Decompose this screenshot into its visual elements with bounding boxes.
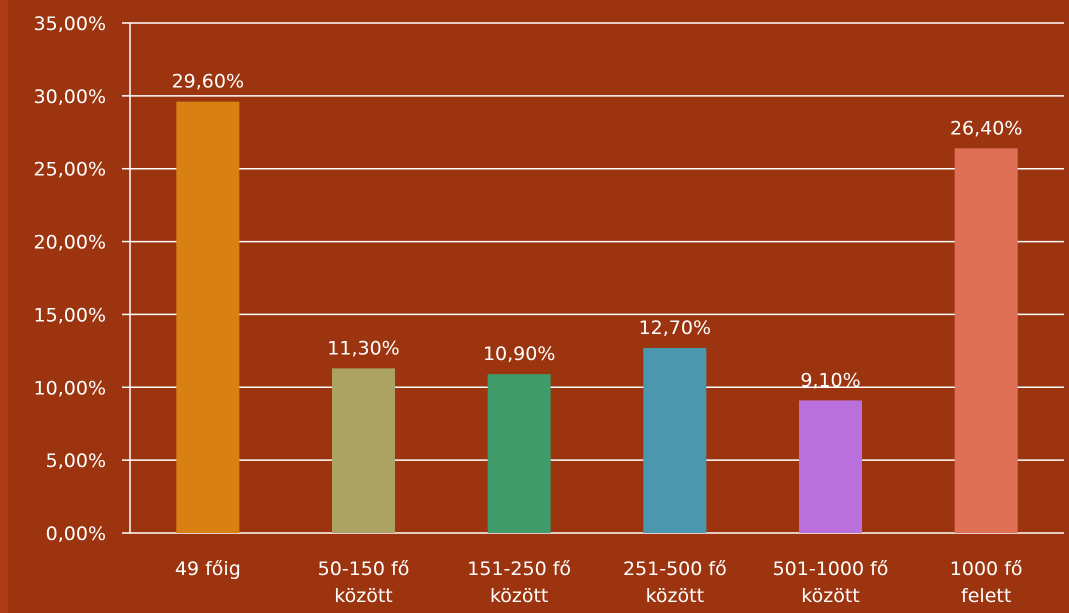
x-tick-label: felett bbox=[961, 585, 1011, 607]
data-label: 12,70% bbox=[639, 317, 711, 339]
x-tick-label: 501-1000 fő bbox=[773, 558, 889, 580]
data-label: 26,40% bbox=[950, 117, 1022, 139]
y-tick-label: 25,00% bbox=[34, 159, 106, 181]
y-tick-label: 5,00% bbox=[46, 450, 106, 472]
data-label: 10,90% bbox=[483, 343, 555, 365]
data-label: 9,10% bbox=[800, 369, 860, 391]
bar bbox=[487, 374, 551, 533]
bar bbox=[799, 400, 862, 533]
x-tick-label: között bbox=[646, 585, 704, 607]
data-label: 11,30% bbox=[327, 337, 399, 359]
bar bbox=[176, 101, 240, 533]
x-tick-label: 251-500 fő bbox=[623, 558, 727, 580]
x-tick-label: 151-250 fő bbox=[467, 558, 571, 580]
x-tick-label: 49 főig bbox=[175, 558, 241, 580]
y-tick-label: 20,00% bbox=[34, 232, 106, 254]
bar bbox=[954, 148, 1018, 534]
x-tick-label: 1000 fő bbox=[950, 558, 1023, 580]
y-tick-label: 30,00% bbox=[34, 86, 106, 108]
x-tick-label: között bbox=[490, 585, 548, 607]
bar bbox=[643, 347, 707, 533]
y-tick-label: 15,00% bbox=[34, 304, 106, 326]
y-tick-label: 0,00% bbox=[46, 523, 106, 545]
data-label: 29,60% bbox=[172, 71, 244, 93]
y-tick-label: 35,00% bbox=[34, 13, 106, 35]
x-tick-label: között bbox=[334, 585, 392, 607]
x-tick-label: 50-150 fő bbox=[318, 558, 410, 580]
y-tick-label: 10,00% bbox=[34, 377, 106, 399]
x-tick-label: között bbox=[801, 585, 859, 607]
bar bbox=[332, 368, 395, 533]
